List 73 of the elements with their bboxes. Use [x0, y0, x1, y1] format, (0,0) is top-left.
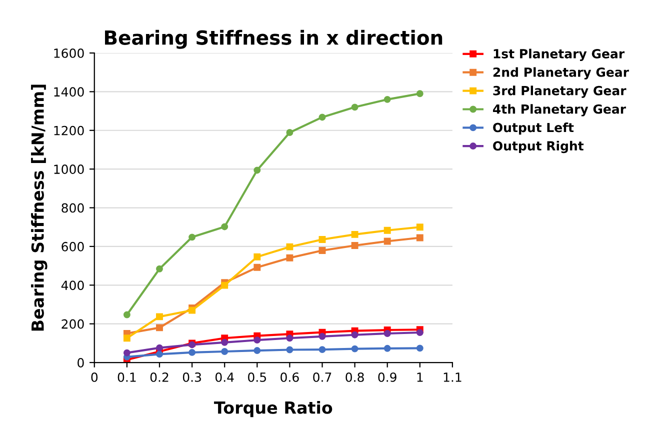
x-tick-label: 0.7	[313, 372, 332, 382]
point	[286, 254, 294, 262]
point	[351, 345, 358, 352]
point	[123, 349, 130, 356]
point	[221, 223, 228, 230]
y-tick-label: 600	[62, 242, 84, 252]
point	[254, 264, 261, 271]
point	[318, 114, 326, 121]
point	[416, 234, 424, 242]
point	[416, 90, 424, 98]
x-axis-title: Torque Ratio	[214, 401, 332, 418]
x-tick-label: 1.1	[444, 372, 462, 382]
point	[351, 242, 358, 249]
legend-label: 4th Planetary Gear	[493, 104, 626, 116]
x-tick-label: 0.6	[280, 372, 299, 382]
point	[351, 230, 358, 238]
point	[318, 346, 326, 354]
legend-label: 2nd Planetary Gear	[493, 67, 629, 80]
y-tick-label: 0	[78, 358, 84, 368]
point	[318, 332, 326, 340]
x-tick-label: 0.1	[118, 372, 136, 382]
point	[384, 344, 391, 352]
x-tick-label: 0.8	[346, 372, 364, 382]
y-tick-label: 200	[62, 319, 84, 329]
point	[221, 282, 228, 289]
point	[384, 330, 391, 337]
point	[318, 236, 326, 243]
point	[351, 331, 358, 338]
point	[286, 129, 294, 136]
y-tick-label: 1200	[54, 126, 84, 136]
point	[188, 306, 196, 314]
point	[416, 329, 424, 336]
point	[416, 224, 424, 231]
legend-label: Output Left	[493, 122, 574, 135]
point	[286, 346, 294, 354]
x-tick-label: 0	[91, 372, 98, 382]
x-tick-label: 1	[417, 372, 423, 382]
point	[123, 334, 130, 342]
point	[351, 104, 358, 111]
point	[254, 253, 261, 260]
y-tick-label: 800	[62, 203, 84, 213]
x-tick-label: 0.2	[150, 372, 168, 382]
point	[156, 265, 163, 272]
point	[221, 338, 228, 346]
point	[286, 243, 294, 250]
point	[254, 336, 261, 344]
x-tick-label: 0.3	[182, 372, 201, 382]
legend-label: 1st Planetary Gear	[494, 48, 625, 61]
point	[286, 334, 294, 342]
point	[188, 234, 196, 241]
point	[156, 313, 163, 320]
point	[416, 344, 424, 352]
x-tick-label: 0.4	[215, 372, 234, 382]
point	[188, 348, 196, 356]
y-tick-label: 1000	[54, 164, 84, 174]
point	[156, 324, 163, 332]
point	[384, 96, 391, 103]
legend-label: Output Right	[493, 140, 584, 154]
point	[384, 238, 391, 245]
chart-title: Bearing Stiffness in x direction	[105, 30, 442, 49]
x-tick-label: 0.9	[378, 372, 396, 382]
point	[384, 226, 391, 234]
point	[123, 311, 130, 318]
y-tick-label: 400	[61, 280, 84, 290]
point	[221, 348, 228, 355]
y-axis-title: Bearing Stiffness [kN/mm]	[31, 84, 48, 331]
x-tick-label: 0.5	[248, 372, 266, 382]
point	[254, 166, 261, 174]
legend-label: 3rd Planetary Gear	[493, 86, 626, 98]
point	[318, 247, 326, 254]
point	[254, 347, 261, 354]
y-tick-label: 1400	[54, 87, 84, 97]
y-tick-label: 1600	[54, 48, 84, 58]
